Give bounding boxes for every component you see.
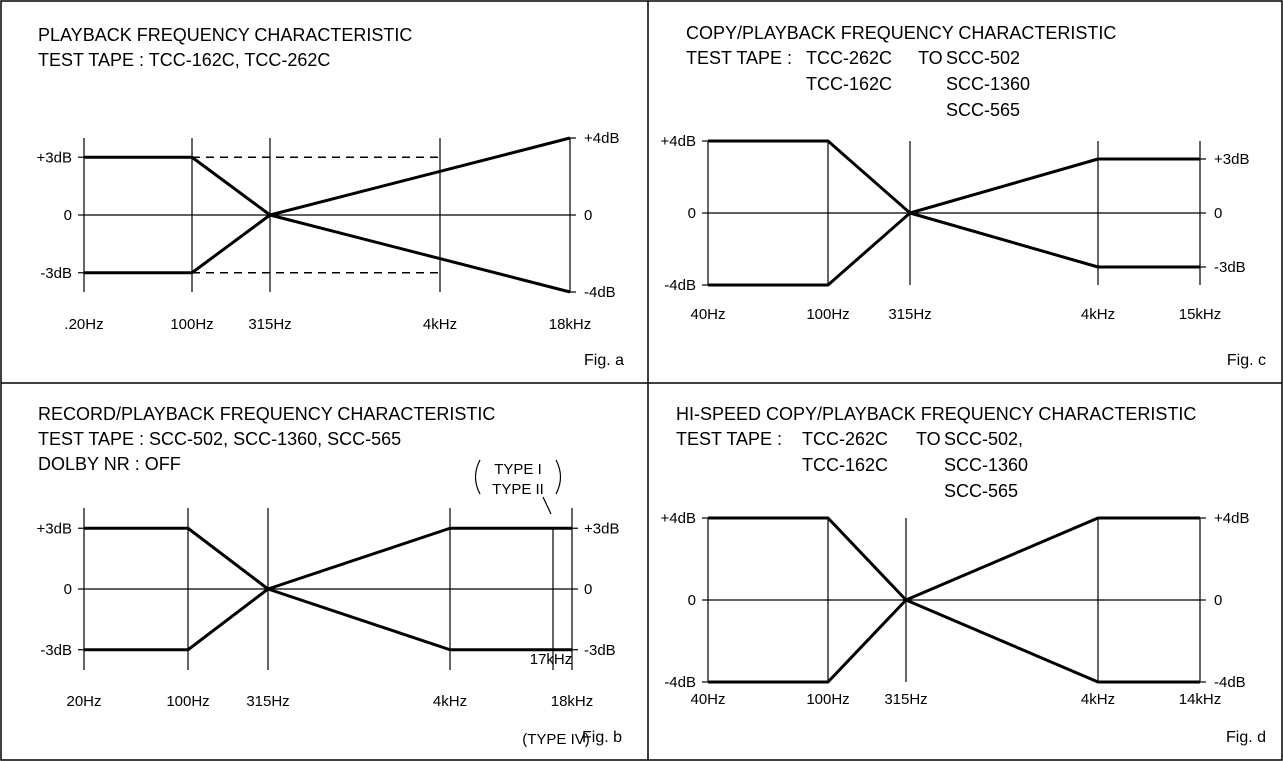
panel-b-type-upper-line-2: TYPE II bbox=[492, 481, 544, 498]
panel-d-y-left-tick-label-1: 0 bbox=[688, 592, 696, 609]
panel-d-x-tick-label-4: 14kHz bbox=[1179, 691, 1222, 708]
panel-a-y-left-tick-label-0: +3dB bbox=[37, 149, 72, 166]
panel-d-caption: Fig. d bbox=[1226, 729, 1266, 746]
panel-a-x-tick-label-1: 100Hz bbox=[170, 316, 213, 333]
panel-d-x-tick-label-3: 4kHz bbox=[1081, 691, 1115, 708]
panel-b-17khz-marker-label: 17kHz bbox=[530, 651, 573, 668]
panel-c-caption: Fig. c bbox=[1227, 352, 1266, 369]
panel-c-tape-row-2-dst: SCC-1360 bbox=[946, 74, 1030, 94]
panel-d-x-tick-label-0: 40Hz bbox=[690, 691, 725, 708]
panel-b-y-right-tick-label-1: 0 bbox=[584, 581, 592, 598]
panel-a-x-tick-label-0: .20Hz bbox=[64, 316, 103, 333]
panel-d-tape-row-1-src: TCC-262C bbox=[802, 429, 888, 449]
panel-b-caption: Fig. b bbox=[582, 729, 622, 746]
panel-b-x-tick-label-0: 20Hz bbox=[66, 693, 101, 710]
panel-b-x-tick-label-4: 18kHz bbox=[551, 693, 594, 710]
panel-b-type-upper-line-1: TYPE I bbox=[494, 461, 542, 478]
panel-c-y-left-tick-label-2: -4dB bbox=[664, 277, 696, 294]
panel-c-tape-row-1-src: TCC-262C bbox=[806, 48, 892, 68]
panel-c-tape-row-3-dst: SCC-565 bbox=[946, 100, 1020, 120]
panel-a-caption: Fig. a bbox=[584, 352, 624, 369]
panel-c-x-tick-label-1: 100Hz bbox=[806, 306, 849, 323]
panel-a-y-left-tick-label-1: 0 bbox=[64, 207, 72, 224]
panel-d-y-left-tick-label-2: -4dB bbox=[664, 674, 696, 691]
panel-b-y-right-tick-label-2: -3dB bbox=[584, 642, 616, 659]
panel-b-series-line-1 bbox=[84, 587, 572, 652]
panel-d-y-right-tick-label-1: 0 bbox=[1214, 592, 1222, 609]
panel-c-y-right-tick-label-2: -3dB bbox=[1214, 259, 1246, 276]
panel-c-tape-row-1-dst: SCC-502 bbox=[946, 48, 1020, 68]
panel-d-tape-row-2-src: TCC-162C bbox=[802, 455, 888, 475]
panel-d-y-right-tick-label-0: +4dB bbox=[1214, 510, 1249, 527]
panel-a-series-line-1 bbox=[84, 213, 571, 294]
panel-d-tape-row-2-dst: SCC-1360 bbox=[944, 455, 1028, 475]
panel-c-y-right-tick-label-1: 0 bbox=[1214, 205, 1222, 222]
panel-c-y-left-tick-label-1: 0 bbox=[688, 205, 696, 222]
panel-a-x-tick-label-3: 4kHz bbox=[423, 316, 457, 333]
panel-d-x-tick-label-1: 100Hz bbox=[806, 691, 849, 708]
panel-c-tape-row-2-src: TCC-162C bbox=[806, 74, 892, 94]
panel-c-title-line-1: COPY/PLAYBACK FREQUENCY CHARACTERISTIC bbox=[686, 23, 1116, 43]
panel-b-x-tick-label-2: 315Hz bbox=[246, 693, 289, 710]
panel-a-x-tick-label-2: 315Hz bbox=[248, 316, 291, 333]
panel-b-title-line-3: DOLBY NR : OFF bbox=[38, 454, 181, 474]
panel-fig-d: HI-SPEED COPY/PLAYBACK FREQUENCY CHARACT… bbox=[661, 404, 1266, 746]
panel-fig-c: COPY/PLAYBACK FREQUENCY CHARACTERISTIC T… bbox=[661, 23, 1266, 369]
panel-b-x-tick-label-1: 100Hz bbox=[166, 693, 209, 710]
panel-b-x-tick-label-3: 4kHz bbox=[433, 693, 467, 710]
panel-d-y-right-tick-label-2: -4dB bbox=[1214, 674, 1246, 691]
panel-c-tape-row-1-label: TEST TAPE : bbox=[686, 48, 792, 68]
panel-d-tape-row-1-to: TO bbox=[916, 429, 941, 449]
panel-a-title-line-1: PLAYBACK FREQUENCY CHARACTERISTIC bbox=[38, 25, 412, 45]
panel-d-y-left-tick-label-0: +4dB bbox=[661, 510, 696, 527]
panel-b-title-line-1: RECORD/PLAYBACK FREQUENCY CHARACTERISTIC bbox=[38, 404, 495, 424]
panel-c-x-tick-label-2: 315Hz bbox=[888, 306, 931, 323]
panel-d-series-line-0 bbox=[708, 516, 1200, 602]
panel-d-tape-row-1-label: TEST TAPE : bbox=[676, 429, 782, 449]
panel-b-y-right-tick-label-0: +3dB bbox=[584, 520, 619, 537]
panel-b-type-pointer bbox=[542, 496, 552, 515]
panel-b-y-left-tick-label-1: 0 bbox=[64, 581, 72, 598]
panel-a-x-tick-label-4: 18kHz bbox=[549, 316, 592, 333]
panel-a-title-line-2: TEST TAPE : TCC-162C, TCC-262C bbox=[38, 50, 330, 70]
panel-b-bracket-right bbox=[555, 459, 562, 495]
panel-c-tape-row-1-to: TO bbox=[918, 48, 943, 68]
panel-c-y-right-tick-label-0: +3dB bbox=[1214, 151, 1249, 168]
panel-c-x-tick-label-4: 15kHz bbox=[1179, 306, 1222, 323]
panel-d-tape-row-1-dst: SCC-502, bbox=[944, 429, 1023, 449]
panel-d-title-line-1: HI-SPEED COPY/PLAYBACK FREQUENCY CHARACT… bbox=[676, 404, 1196, 424]
panel-b-y-left-tick-label-2: -3dB bbox=[40, 642, 72, 659]
panel-b-type-lower-annotation: (TYPE IV) bbox=[522, 731, 590, 748]
panel-b-bracket-left bbox=[474, 459, 481, 495]
panel-fig-b: RECORD/PLAYBACK FREQUENCY CHARACTERISTIC… bbox=[37, 404, 623, 748]
panel-fig-a: PLAYBACK FREQUENCY CHARACTERISTIC TEST T… bbox=[37, 25, 625, 369]
panel-c-y-left-tick-label-0: +4dB bbox=[661, 133, 696, 150]
panel-c-x-tick-label-3: 4kHz bbox=[1081, 306, 1115, 323]
panel-c-series-line-1 bbox=[708, 211, 1200, 287]
panel-a-y-right-tick-label-2: -4dB bbox=[584, 284, 616, 301]
panel-b-series-line-0 bbox=[84, 526, 572, 591]
panel-a-y-left-tick-label-2: -3dB bbox=[40, 265, 72, 282]
panel-d-x-tick-label-2: 315Hz bbox=[884, 691, 927, 708]
panel-d-tape-row-3-dst: SCC-565 bbox=[944, 481, 1018, 501]
panel-c-series-line-0 bbox=[708, 139, 1200, 215]
panel-a-y-right-tick-label-0: +4dB bbox=[584, 130, 619, 147]
panel-a-y-right-tick-label-1: 0 bbox=[584, 207, 592, 224]
panel-c-x-tick-label-0: 40Hz bbox=[690, 306, 725, 323]
panel-d-series-line-1 bbox=[708, 598, 1200, 684]
panel-b-title-line-2: TEST TAPE : SCC-502, SCC-1360, SCC-565 bbox=[38, 429, 401, 449]
panel-b-y-left-tick-label-0: +3dB bbox=[37, 520, 72, 537]
panel-b-type-bracket: TYPE I TYPE II bbox=[474, 459, 562, 515]
panel-a-series-line-0 bbox=[84, 136, 571, 217]
